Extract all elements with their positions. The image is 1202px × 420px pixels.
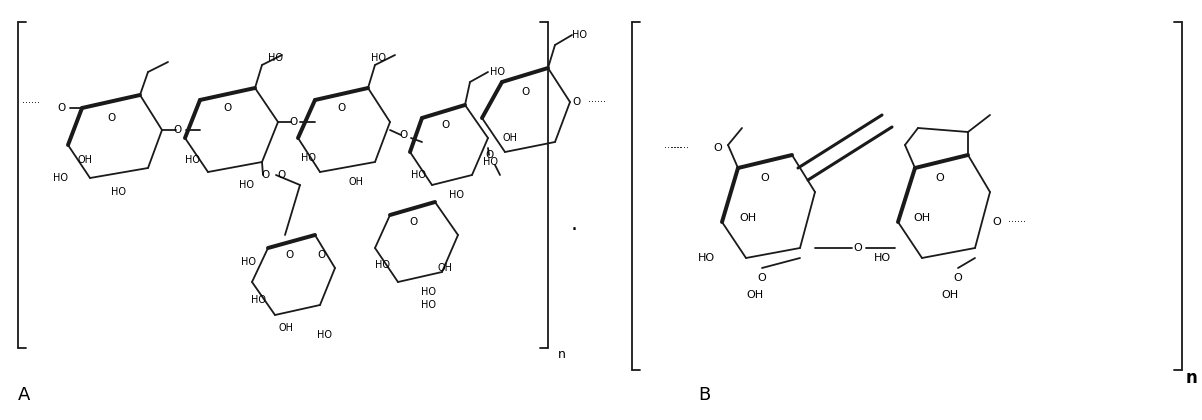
Text: OH: OH — [349, 177, 363, 187]
Text: OH: OH — [746, 290, 763, 300]
Text: ······: ······ — [1008, 217, 1027, 227]
Text: O: O — [486, 150, 494, 160]
Text: HO: HO — [268, 53, 282, 63]
Text: OH: OH — [914, 213, 930, 223]
Text: HO: HO — [317, 330, 333, 340]
Text: HO: HO — [482, 157, 498, 167]
Text: HO: HO — [238, 180, 254, 190]
Text: O: O — [58, 103, 66, 113]
Text: O: O — [953, 273, 963, 283]
Text: O: O — [338, 103, 346, 113]
Text: O: O — [278, 170, 286, 180]
Text: HO: HO — [572, 30, 587, 40]
Text: O: O — [761, 173, 769, 183]
Text: O: O — [992, 217, 1001, 227]
Text: HO: HO — [300, 153, 315, 163]
Text: n: n — [1186, 369, 1197, 387]
Text: ······: ······ — [664, 143, 682, 153]
Text: O: O — [572, 97, 581, 107]
Text: n: n — [558, 349, 566, 362]
Text: O: O — [441, 120, 450, 130]
Text: HO: HO — [53, 173, 67, 183]
Text: O: O — [399, 130, 407, 140]
Text: HO: HO — [185, 155, 201, 165]
Text: O: O — [853, 243, 862, 253]
Text: A: A — [18, 386, 30, 404]
Text: HO: HO — [448, 190, 464, 200]
Text: ······: ······ — [588, 97, 606, 107]
Text: O: O — [935, 173, 945, 183]
Text: OH: OH — [941, 290, 958, 300]
Text: OH: OH — [502, 133, 518, 143]
Text: HO: HO — [370, 53, 386, 63]
Text: OH: OH — [739, 213, 756, 223]
Text: O: O — [520, 87, 529, 97]
Text: HO: HO — [874, 253, 891, 263]
Text: O: O — [317, 250, 326, 260]
Text: O: O — [757, 273, 767, 283]
Text: HO: HO — [111, 187, 125, 197]
Text: O: O — [714, 143, 722, 153]
Text: O: O — [409, 217, 417, 227]
Text: O: O — [174, 125, 183, 135]
Text: OH: OH — [279, 323, 293, 333]
Text: HO: HO — [411, 170, 426, 180]
Text: OH: OH — [77, 155, 93, 165]
Text: HO: HO — [697, 253, 714, 263]
Text: HO: HO — [421, 287, 435, 297]
Text: ······: ······ — [671, 143, 689, 153]
Text: O: O — [108, 113, 117, 123]
Text: HO: HO — [250, 295, 266, 305]
Text: B: B — [698, 386, 710, 404]
Text: ······: ······ — [22, 98, 40, 108]
Text: ·: · — [571, 220, 577, 240]
Text: O: O — [288, 117, 297, 127]
Text: HO: HO — [240, 257, 256, 267]
Text: OH: OH — [438, 263, 452, 273]
Text: HO: HO — [421, 300, 435, 310]
Text: HO: HO — [490, 67, 505, 77]
Text: O: O — [286, 250, 294, 260]
Text: O: O — [224, 103, 232, 113]
Text: HO: HO — [375, 260, 389, 270]
Text: O: O — [261, 170, 269, 180]
